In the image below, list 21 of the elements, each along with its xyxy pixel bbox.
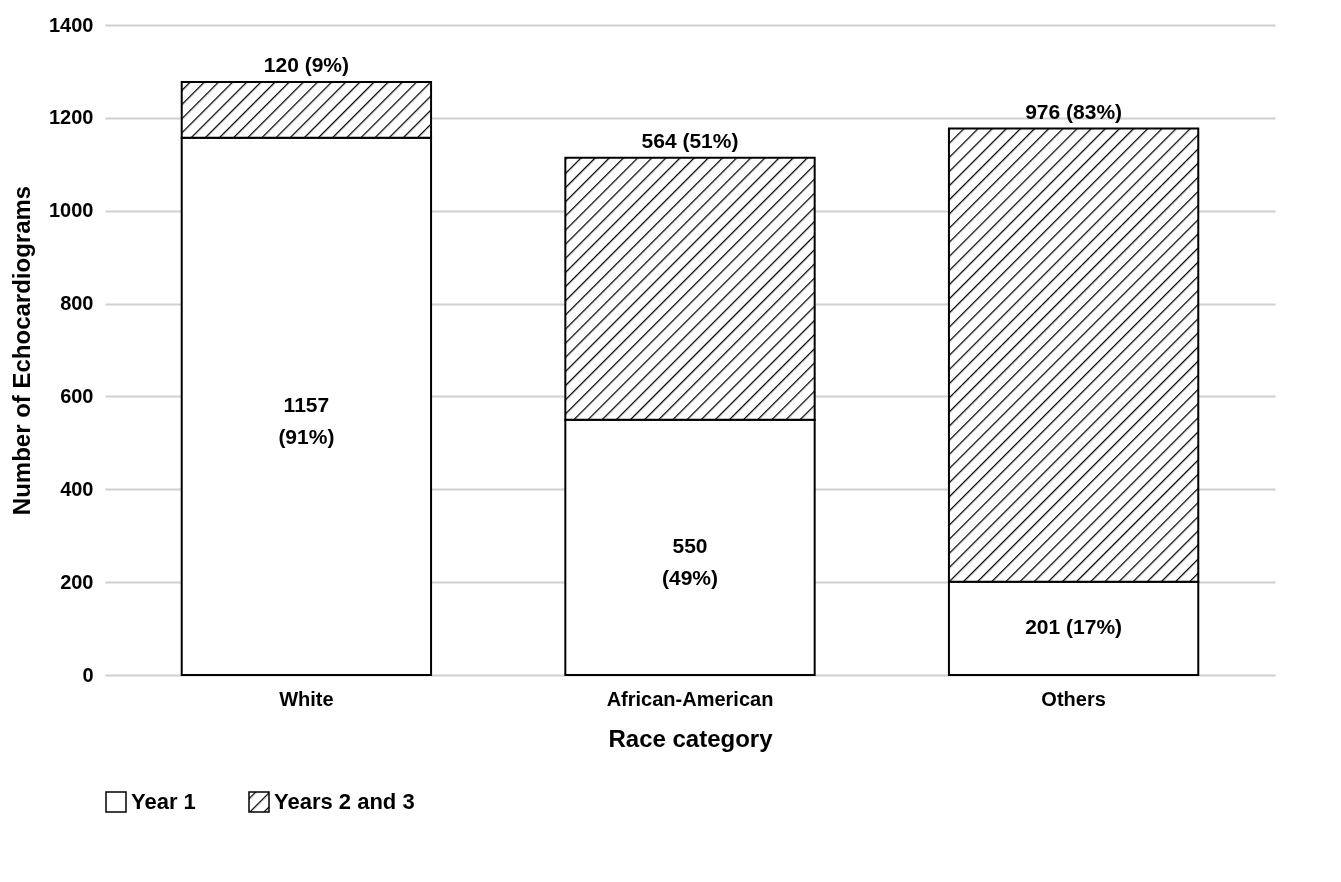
data-label: 550 (49%): [661, 534, 719, 590]
x-tick-label: African-American: [606, 687, 774, 710]
data-label: 976 (83%): [1025, 99, 1123, 123]
legend-label: Year 1: [131, 789, 196, 814]
data-label: 564 (51%): [641, 128, 739, 152]
x-axis-title: Race category: [608, 724, 774, 752]
x-tick-label: White: [279, 687, 334, 710]
data-label: 201 (17%): [1025, 615, 1123, 639]
y-axis-title: Number of Echocardiograms: [8, 185, 36, 516]
y-tick-label: 200: [60, 570, 94, 593]
x-tick-label: Others: [1041, 687, 1106, 710]
y-tick-label: 1200: [49, 106, 94, 129]
legend-label: Years 2 and 3: [274, 789, 415, 814]
y-tick-label: 600: [60, 384, 94, 407]
data-label: 120 (9%): [263, 53, 349, 77]
y-tick-label: 1400: [49, 13, 94, 36]
y-tick-label: 1000: [49, 199, 94, 222]
y-tick-label: 0: [82, 663, 94, 686]
y-tick-label: 800: [60, 292, 94, 315]
data-label: 1157 (91%): [278, 393, 335, 449]
y-tick-label: 400: [60, 477, 94, 500]
